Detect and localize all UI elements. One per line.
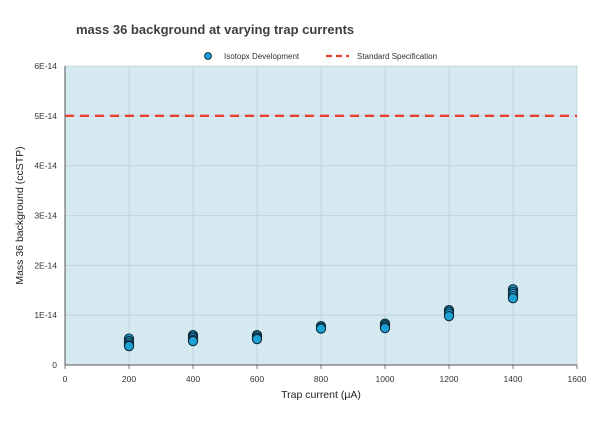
y-axis-label: Mass 36 background (ccSTP) [14, 146, 26, 284]
data-point [379, 322, 391, 334]
y-tick-label: 4E-14 [34, 161, 57, 171]
x-tick-label: 1200 [440, 374, 459, 384]
x-tick-label: 200 [122, 374, 136, 384]
x-tick-label: 1000 [376, 374, 395, 384]
data-point [123, 340, 135, 352]
x-tick-label: 600 [250, 374, 264, 384]
legend: Isotopx Development Standard Specificati… [204, 52, 437, 61]
y-tick-label: 6E-14 [34, 61, 57, 71]
y-tick-label: 1E-14 [34, 310, 57, 320]
legend-label-standard-spec: Standard Specification [357, 52, 437, 61]
chart-title: mass 36 background at varying trap curre… [76, 22, 355, 37]
x-axis-label: Trap current (μA) [281, 389, 361, 401]
data-point [187, 335, 199, 347]
x-tick-label: 0 [63, 374, 68, 384]
legend-label-isotopx: Isotopx Development [224, 52, 300, 61]
y-tick-label: 5E-14 [34, 111, 57, 121]
data-point [251, 333, 263, 345]
data-point [315, 323, 327, 334]
y-tick-label: 3E-14 [34, 211, 57, 221]
y-tick-label: 0 [52, 360, 57, 370]
data-points-layer [123, 284, 519, 352]
data-point [507, 293, 519, 304]
x-tick-label: 1400 [504, 374, 523, 384]
y-tick-label: 2E-14 [34, 260, 57, 270]
x-tick-label: 1600 [568, 374, 587, 384]
axes: 0 1E-14 2E-14 3E-14 4E-14 5E-14 6E-14 0 200 400 60… [34, 61, 586, 384]
x-tick-label: 400 [186, 374, 200, 384]
data-point [443, 311, 455, 322]
x-tick-label: 800 [314, 374, 328, 384]
legend-marker-isotopx [204, 52, 212, 60]
